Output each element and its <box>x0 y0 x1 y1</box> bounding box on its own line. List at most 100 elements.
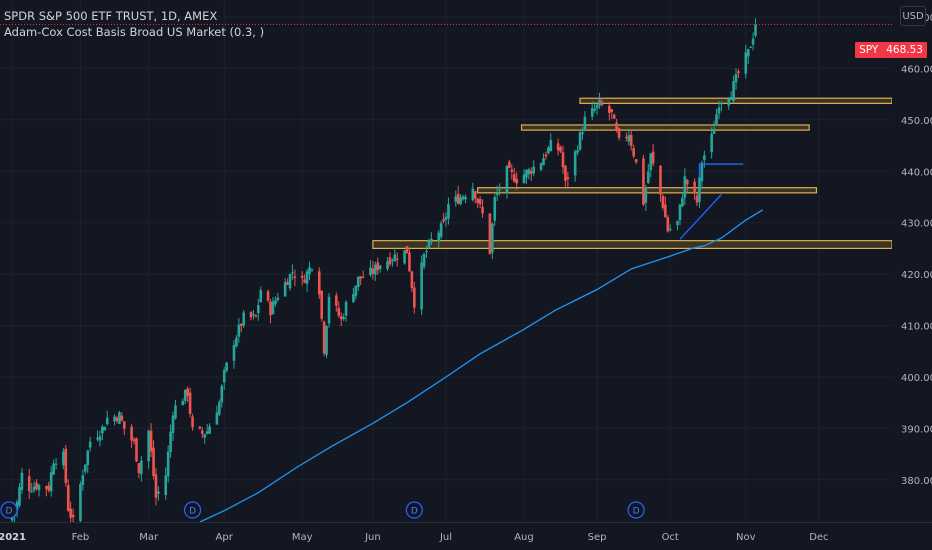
candle <box>232 340 236 369</box>
dividend-marker-label: D <box>411 507 418 517</box>
candle-body <box>305 271 309 284</box>
candle-body <box>269 301 272 316</box>
candle <box>303 274 306 284</box>
candle <box>476 197 479 208</box>
candle <box>132 437 136 445</box>
candle-body <box>203 434 207 438</box>
candle-body <box>476 198 479 203</box>
candle <box>88 436 92 452</box>
horizontal-ray-drawing <box>698 163 744 179</box>
time-axis-tick-label: Jun <box>364 532 381 543</box>
candle <box>45 485 48 497</box>
candle-body <box>69 508 72 518</box>
candle <box>615 118 618 133</box>
candle-body <box>505 165 509 194</box>
candle-body <box>473 191 477 199</box>
candle-body <box>254 315 258 317</box>
candle-body <box>430 238 433 243</box>
ticker-label: SPY <box>859 44 879 56</box>
currency-button[interactable]: USD <box>900 6 926 26</box>
candle <box>325 325 328 359</box>
candle <box>561 145 565 174</box>
candle-body <box>222 370 226 383</box>
candle <box>188 387 192 418</box>
indicator-title[interactable]: Adam-Cox Cost Basis Broad US Market (0.3… <box>4 25 265 39</box>
candle-body <box>413 287 416 308</box>
candle-body <box>437 232 440 241</box>
candle-body <box>54 463 58 465</box>
candle <box>744 44 748 79</box>
candle <box>317 267 321 299</box>
candle <box>437 230 440 249</box>
candle <box>84 464 87 475</box>
candle <box>746 48 750 65</box>
candle <box>427 238 431 250</box>
dividend-marker[interactable]: D <box>405 501 423 519</box>
candle <box>235 335 238 348</box>
candle <box>105 410 109 426</box>
candle-body <box>198 426 202 429</box>
price-axis-tick-label: 460.00 <box>901 64 932 75</box>
candle <box>456 185 460 205</box>
candle-body <box>266 291 270 301</box>
candle-body <box>274 300 277 305</box>
candle-body <box>530 170 533 174</box>
candle-body <box>717 107 721 114</box>
candle <box>600 97 604 107</box>
candle <box>508 159 511 169</box>
candle <box>425 246 428 259</box>
candle-body <box>335 295 338 306</box>
candle <box>54 458 58 470</box>
candle <box>559 145 562 154</box>
candle-body <box>317 271 321 295</box>
candle-body <box>183 389 187 401</box>
candle-body <box>598 99 601 106</box>
candle <box>420 255 423 315</box>
candle <box>547 145 550 155</box>
candle-body <box>103 427 107 431</box>
candle-body <box>276 297 280 301</box>
candle-body <box>659 165 662 195</box>
candle <box>646 163 650 184</box>
candle-body <box>356 276 360 288</box>
candle-body <box>378 265 382 270</box>
candle-body <box>300 275 304 278</box>
candle <box>525 169 528 185</box>
candle-body <box>249 312 253 318</box>
candle-body <box>30 490 33 492</box>
candle-body <box>81 475 85 485</box>
support-resistance-zone <box>372 240 893 250</box>
candle <box>376 257 380 275</box>
candle-body <box>239 323 243 327</box>
dividend-marker[interactable]: D <box>627 501 645 519</box>
symbol-title[interactable]: SPDR S&P 500 ETF TRUST, 1D, AMEX <box>4 9 218 23</box>
candle-body <box>376 262 380 271</box>
candle-body <box>727 98 731 106</box>
candle <box>181 398 185 406</box>
dividend-marker[interactable]: D <box>0 501 18 519</box>
candle <box>388 252 392 267</box>
candle <box>422 252 426 270</box>
candle <box>310 268 314 273</box>
candle-body <box>593 108 596 111</box>
candle-body <box>137 463 141 474</box>
candle <box>52 459 55 476</box>
candle <box>69 501 72 526</box>
candle <box>651 144 655 167</box>
candle-body <box>235 337 238 347</box>
candle-body <box>135 438 138 462</box>
candle <box>627 128 631 146</box>
candle <box>135 437 138 463</box>
price-axis-tick-label: 380.00 <box>901 476 932 487</box>
candle-body <box>303 279 306 283</box>
candle-body <box>320 290 324 319</box>
candle <box>249 311 253 321</box>
candle <box>464 194 467 204</box>
candle-body <box>666 217 670 232</box>
candle-body <box>62 451 65 466</box>
candle-body <box>410 271 414 289</box>
candle-body <box>169 431 172 452</box>
dividend-marker[interactable]: D <box>183 501 202 519</box>
candle <box>698 176 701 208</box>
